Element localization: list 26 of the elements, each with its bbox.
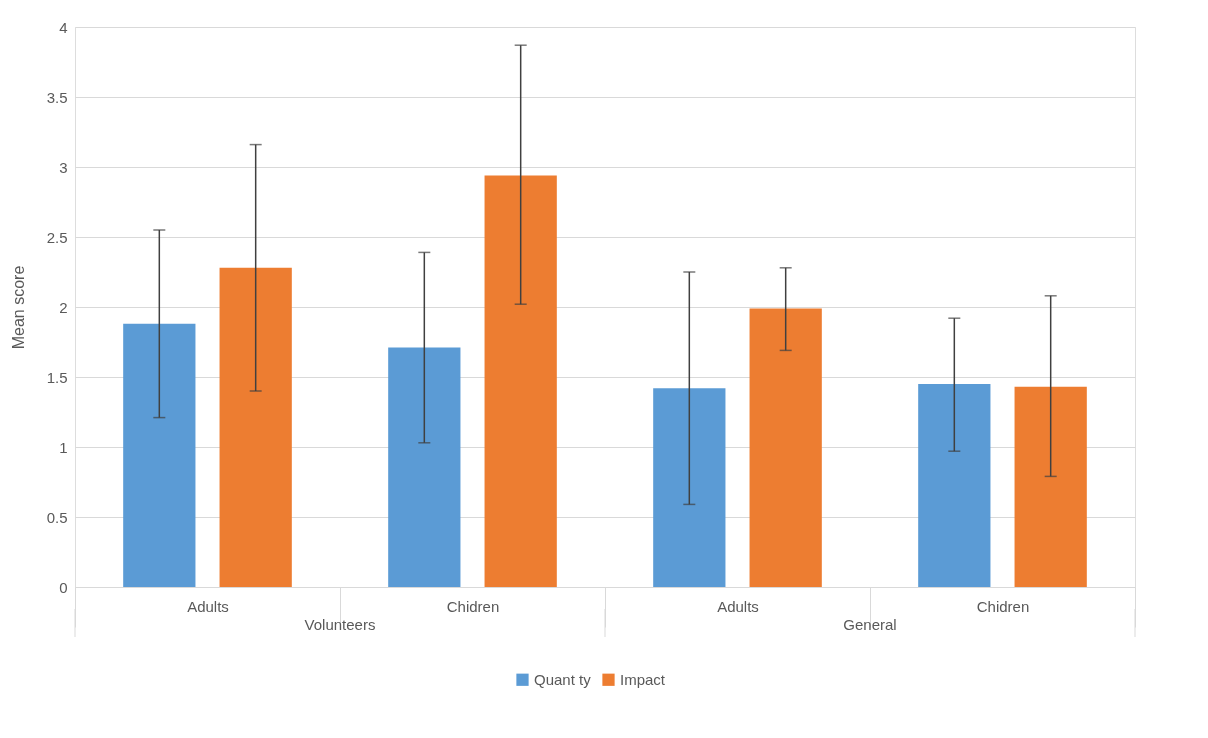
bar xyxy=(123,323,196,587)
y-tick-label: 4 xyxy=(59,18,68,36)
y-tick-label: 2 xyxy=(59,298,68,316)
bar xyxy=(388,347,461,587)
text: Volunteers xyxy=(304,616,376,633)
y-tick-label: 3.5 xyxy=(46,88,68,106)
y-tick-label: 1 xyxy=(59,438,68,456)
bar xyxy=(749,308,822,587)
x-tick-label: Adults xyxy=(717,597,759,615)
x-tick-label: Chidren xyxy=(976,597,1030,615)
bar xyxy=(219,267,292,587)
y-tick-label: 0.5 xyxy=(46,508,68,526)
y-tick-label: 0 xyxy=(59,578,68,596)
bar xyxy=(484,175,557,587)
y-tick-label: 2.5 xyxy=(46,228,68,246)
bar xyxy=(1014,386,1087,587)
legend-label: Quant ty xyxy=(534,670,592,688)
y-axis-title: Mean score xyxy=(9,265,27,350)
y-tick-label: 1.5 xyxy=(46,368,68,386)
bar xyxy=(918,384,991,587)
legend-label: Impact xyxy=(620,670,666,688)
y-tick-label: 3 xyxy=(59,158,68,176)
x-tick-label: Adults xyxy=(187,597,229,615)
bar xyxy=(653,388,726,587)
x-tick-label: Chidren xyxy=(446,597,500,615)
text: General xyxy=(843,616,897,633)
